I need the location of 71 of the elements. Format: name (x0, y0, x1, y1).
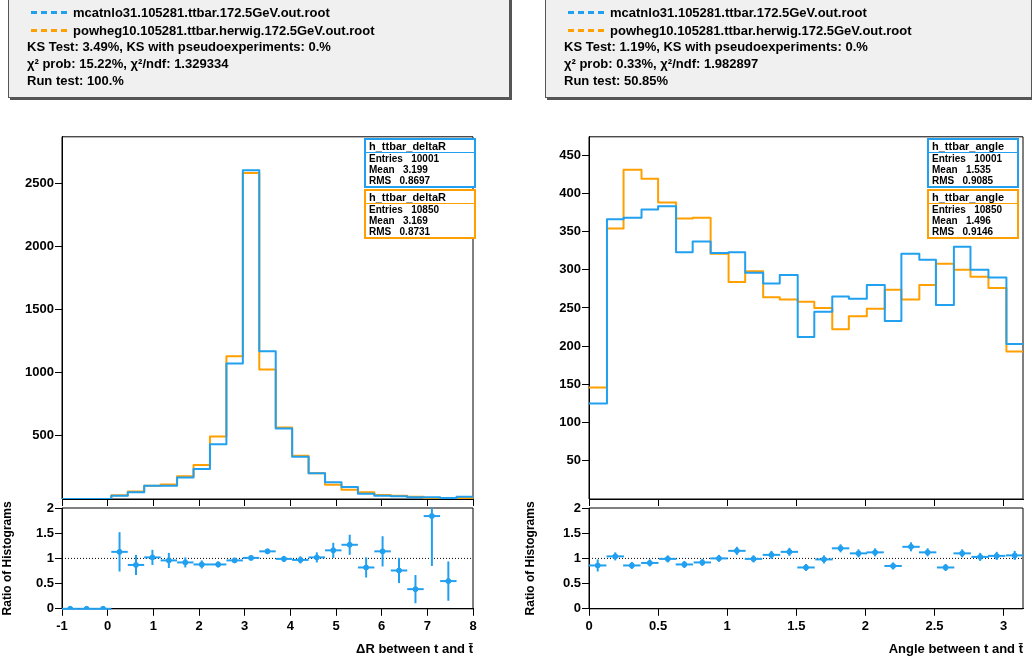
y-tick-label: 0.5 (562, 575, 581, 591)
text: KS Test: 1.19%, KS with pseudoexperiments: 0.% (564, 39, 869, 56)
x-tick-label: 1 (149, 618, 157, 634)
annotation: Entries 10850 (931, 204, 1004, 215)
y-axis-title: Ratio of Histograms (0, 501, 14, 616)
y-tick-label: 0 (573, 600, 581, 616)
annotation: Mean 1.535 (931, 164, 992, 175)
annotation: Mean 3.169 (368, 215, 429, 226)
annotation: Mean 1.496 (931, 215, 992, 226)
text: χ² prob: 15.22%, χ²/ndf: 1.329334 (27, 56, 230, 73)
annotation: h_ttbar_angle (929, 140, 1017, 153)
y-tick-label: 400 (559, 184, 581, 200)
y-tick-label: 100 (559, 414, 581, 430)
x-tick-label: 2.5 (925, 618, 944, 634)
x-tick-label: 3 (241, 618, 249, 634)
x-axis-title: Angle between t and t̄ (888, 640, 1024, 656)
annotation: RMS 0.8697 (368, 175, 432, 186)
text: Run test: 100.% (27, 73, 125, 90)
y-tick-label: 2500 (25, 175, 54, 191)
y-tick-label: 1.5 (562, 524, 581, 540)
x-tick-label: 0 (104, 618, 112, 634)
x-tick-label: 0 (585, 618, 593, 634)
y-tick-label: 1000 (25, 364, 54, 380)
text: Run test: 50.85% (564, 73, 670, 90)
x-tick-label: 7 (423, 618, 431, 634)
y-tick-label: 200 (559, 337, 581, 353)
y-tick-label: 0 (46, 600, 54, 616)
legend-label: powheg10.105281.ttbar.herwig.172.5GeV.out.root (610, 22, 912, 38)
x-tick-label: 6 (378, 618, 386, 634)
annotation: h_ttbar_deltaR (366, 140, 474, 153)
annotation: Entries 10001 (931, 153, 1004, 164)
y-tick-label: 250 (559, 299, 581, 315)
y-tick-label: 450 (559, 146, 581, 162)
y-tick-label: 1 (46, 549, 54, 565)
annotation: Entries 10850 (368, 204, 441, 215)
x-tick-label: -1 (56, 618, 68, 634)
x-axis-title: ΔR between t and t̄ (356, 640, 474, 656)
annotation: h_ttbar_angle (929, 191, 1017, 204)
annotation: RMS 0.9146 (931, 226, 995, 237)
x-tick-label: 1 (723, 618, 731, 634)
text: χ² prob: 0.33%, χ²/ndf: 1.982897 (564, 56, 760, 73)
legend-label: mcatnlo31.105281.ttbar.172.5GeV.out.root (73, 4, 330, 20)
annotation: h_ttbar_deltaR (366, 191, 474, 204)
y-tick-label: 2000 (25, 238, 54, 254)
y-tick-label: 2 (46, 499, 54, 515)
y-axis-title: Ratio of Histograms (522, 501, 537, 616)
y-tick-label: 350 (559, 223, 581, 239)
y-tick-label: 500 (32, 427, 54, 443)
annotation: RMS 0.8731 (368, 226, 432, 237)
x-tick-label: 2 (195, 618, 203, 634)
y-tick-label: 1.5 (35, 524, 54, 540)
y-tick-label: 2 (573, 499, 581, 515)
x-tick-label: 3 (1000, 618, 1008, 634)
annotation: RMS 0.9085 (931, 175, 995, 186)
x-tick-label: 4 (286, 618, 295, 634)
x-tick-label: 8 (469, 618, 477, 634)
y-tick-label: 0.5 (35, 575, 54, 591)
text: KS Test: 3.49%, KS with pseudoexperiments: 0.% (27, 39, 332, 56)
x-tick-label: 2 (861, 618, 870, 634)
y-tick-label: 1500 (25, 301, 54, 317)
y-tick-label: 300 (559, 261, 581, 277)
x-tick-label: 5 (332, 618, 340, 634)
annotation: Mean 3.199 (368, 164, 429, 175)
y-tick-label: 150 (559, 375, 581, 391)
y-tick-label: 1 (573, 549, 581, 565)
x-tick-label: 1.5 (787, 618, 806, 634)
legend-label: mcatnlo31.105281.ttbar.172.5GeV.out.root (610, 4, 867, 20)
annotation: Entries 10001 (368, 153, 441, 164)
y-tick-label: 50 (566, 452, 581, 468)
legend-label: powheg10.105281.ttbar.herwig.172.5GeV.out.root (73, 22, 375, 38)
x-tick-label: 0.5 (649, 618, 668, 634)
